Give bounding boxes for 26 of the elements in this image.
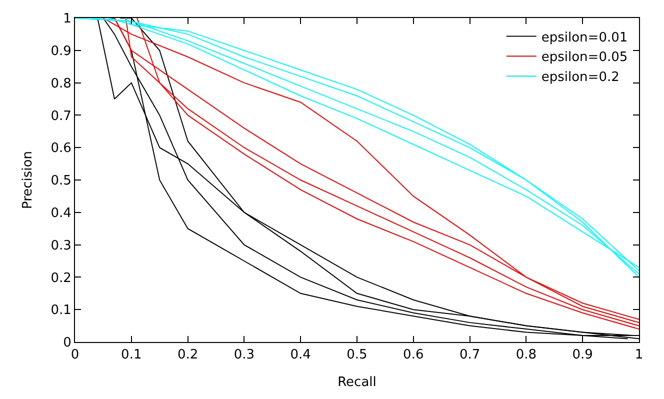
y-tick-label: 0.9 bbox=[50, 44, 72, 59]
y-tick-label: 0.1 bbox=[50, 303, 72, 318]
x-axis-title: Recall bbox=[338, 375, 376, 390]
y-tick-label: 0.4 bbox=[50, 206, 72, 221]
legend-label: epsilon=0.01 bbox=[541, 30, 628, 46]
legend-label: epsilon=0.05 bbox=[541, 50, 628, 66]
y-tick-label: 0.2 bbox=[50, 270, 72, 286]
x-tick-label: 0.6 bbox=[403, 348, 424, 363]
x-tick-label: 0.7 bbox=[459, 348, 480, 363]
y-tick-label: 0.8 bbox=[50, 76, 72, 92]
x-tick-label: 0.5 bbox=[346, 348, 368, 363]
x-tick-label: 0.1 bbox=[121, 348, 142, 363]
y-axis-title: Precision bbox=[20, 150, 36, 210]
y-tick-label: 0 bbox=[63, 336, 72, 351]
x-tick-label: 0.4 bbox=[290, 348, 311, 363]
x-tick-label: 0.8 bbox=[516, 348, 537, 363]
y-tick-label: 0.3 bbox=[50, 238, 72, 254]
y-tick-label: 0.5 bbox=[50, 174, 72, 189]
y-tick-label: 0.7 bbox=[50, 108, 72, 124]
y-tick-label: 1 bbox=[63, 12, 72, 27]
x-tick-label: 1 bbox=[634, 348, 644, 363]
x-tick-label: 0.9 bbox=[572, 348, 593, 363]
x-tick-label: 0.2 bbox=[177, 348, 198, 363]
y-tick-label: 0.6 bbox=[50, 141, 72, 156]
x-tick-label: 0.3 bbox=[234, 348, 255, 363]
legend-label: epsilon=0.2 bbox=[541, 70, 620, 86]
